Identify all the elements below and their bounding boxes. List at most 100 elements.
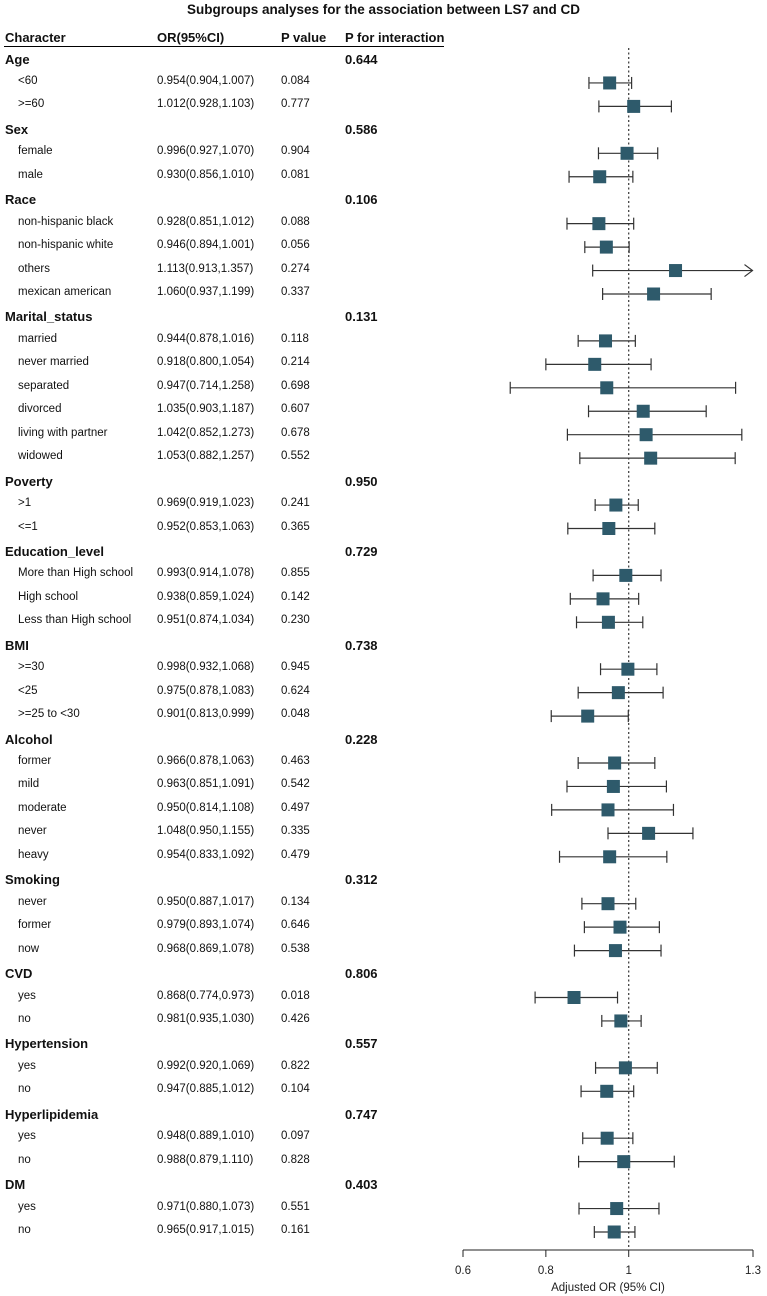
subgroup-p-value: 0.214 bbox=[281, 356, 310, 369]
ci-arrow bbox=[744, 264, 754, 278]
or-marker bbox=[581, 709, 595, 723]
subgroup-p-value: 0.081 bbox=[281, 168, 310, 181]
subgroup-or-ci: 0.971(0.880,1.073) bbox=[157, 1200, 255, 1213]
subgroup-label: High school bbox=[18, 590, 79, 603]
or-marker bbox=[603, 850, 617, 864]
subgroup-p-value: 0.552 bbox=[281, 450, 310, 463]
subgroup-label: divorced bbox=[18, 403, 62, 416]
group-p-interaction: 0.403 bbox=[345, 1177, 378, 1193]
subgroup-p-value: 0.904 bbox=[281, 145, 310, 158]
column-header-character: Character bbox=[5, 30, 66, 45]
subgroup-or-ci: 0.950(0.887,1.017) bbox=[157, 895, 255, 908]
subgroup-label: separated bbox=[18, 379, 70, 392]
subgroup-label: non-hispanic white bbox=[18, 239, 114, 252]
subgroup-p-value: 0.646 bbox=[281, 919, 310, 932]
x-tick-label: 1.3 bbox=[745, 1265, 761, 1277]
or-marker bbox=[669, 264, 683, 278]
or-marker bbox=[608, 756, 622, 770]
or-marker bbox=[642, 826, 656, 840]
group-p-interaction: 0.131 bbox=[345, 309, 378, 325]
or-marker bbox=[647, 287, 661, 301]
or-marker bbox=[601, 897, 615, 911]
chart-title: Subgroups analyses for the association b… bbox=[186, 2, 581, 17]
subgroup-p-value: 0.855 bbox=[281, 567, 310, 580]
subgroup-label: former bbox=[18, 755, 52, 767]
subgroup-p-value: 0.241 bbox=[281, 497, 310, 510]
subgroup-p-value: 0.426 bbox=[281, 1012, 310, 1025]
group-p-interaction: 0.644 bbox=[345, 51, 378, 67]
group-p-interaction: 0.950 bbox=[345, 473, 378, 489]
header-divider bbox=[4, 46, 444, 47]
subgroup-p-value: 0.048 bbox=[281, 708, 310, 721]
or-marker bbox=[627, 99, 641, 113]
subgroup-or-ci: 0.996(0.927,1.070) bbox=[157, 145, 255, 158]
group-p-interaction: 0.228 bbox=[345, 731, 378, 747]
subgroup-or-ci: 1.053(0.882,1.257) bbox=[157, 450, 255, 463]
subgroup-or-ci: 0.979(0.893,1.074) bbox=[157, 919, 255, 932]
group-label: BMI bbox=[5, 637, 29, 653]
subgroup-label: living with partner bbox=[18, 426, 108, 439]
subgroup-p-value: 0.624 bbox=[281, 684, 310, 697]
subgroup-or-ci: 0.965(0.917,1.015) bbox=[157, 1224, 255, 1236]
subgroup-label: no bbox=[18, 1224, 31, 1236]
subgroup-label: married bbox=[18, 332, 57, 345]
or-marker bbox=[639, 428, 653, 442]
subgroup-p-value: 0.777 bbox=[281, 98, 310, 111]
group-label: Race bbox=[5, 192, 37, 208]
or-marker bbox=[606, 779, 620, 793]
subgroup-label: Less than High school bbox=[18, 614, 132, 627]
group-label: Poverty bbox=[5, 473, 53, 489]
subgroup-p-value: 0.698 bbox=[281, 379, 310, 392]
subgroup-or-ci: 0.938(0.859,1.024) bbox=[157, 590, 255, 603]
or-marker bbox=[613, 920, 627, 934]
x-tick-label: 0.6 bbox=[455, 1265, 471, 1277]
subgroup-or-ci: 0.954(0.904,1.007) bbox=[157, 74, 255, 87]
group-label: Alcohol bbox=[5, 731, 53, 747]
subgroup-label: >=60 bbox=[18, 98, 45, 111]
group-p-interaction: 0.747 bbox=[345, 1106, 378, 1122]
or-marker bbox=[599, 240, 613, 254]
subgroup-or-ci: 0.981(0.935,1.030) bbox=[157, 1012, 255, 1025]
or-marker bbox=[601, 615, 615, 629]
subgroup-p-value: 0.607 bbox=[281, 403, 310, 416]
subgroup-or-ci: 0.928(0.851,1.012) bbox=[157, 215, 255, 228]
or-marker bbox=[599, 334, 613, 348]
subgroup-p-value: 0.497 bbox=[281, 801, 310, 814]
subgroup-or-ci: 1.012(0.928,1.103) bbox=[157, 98, 255, 111]
subgroup-p-value: 0.822 bbox=[281, 1059, 310, 1072]
subgroup-label: <25 bbox=[18, 684, 38, 697]
or-marker bbox=[609, 498, 623, 512]
subgroup-or-ci: 0.954(0.833,1.092) bbox=[157, 848, 255, 861]
subgroup-label: More than High school bbox=[18, 567, 134, 580]
subgroup-label: never married bbox=[18, 356, 89, 369]
subgroup-or-ci: 1.113(0.913,1.357) bbox=[157, 262, 254, 275]
group-p-interaction: 0.806 bbox=[345, 966, 378, 982]
subgroup-or-ci: 0.975(0.878,1.083) bbox=[157, 684, 255, 697]
or-marker bbox=[610, 1202, 624, 1216]
subgroup-label: <60 bbox=[18, 74, 38, 87]
subgroup-or-ci: 0.901(0.813,0.999) bbox=[157, 708, 255, 721]
subgroup-or-ci: 0.992(0.920,1.069) bbox=[157, 1059, 255, 1072]
subgroup-or-ci: 0.969(0.919,1.023) bbox=[157, 497, 255, 510]
group-label: Education_level bbox=[5, 543, 104, 559]
subgroup-p-value: 0.945 bbox=[281, 661, 310, 674]
subgroup-p-value: 0.230 bbox=[281, 614, 310, 627]
subgroup-p-value: 0.274 bbox=[281, 262, 310, 275]
group-p-interaction: 0.312 bbox=[345, 872, 378, 888]
or-marker bbox=[617, 1155, 631, 1169]
subgroup-label: >=25 to <30 bbox=[18, 708, 80, 721]
or-marker bbox=[636, 404, 650, 418]
or-marker bbox=[600, 1084, 614, 1098]
x-tick-label: 1 bbox=[626, 1265, 632, 1277]
group-p-interaction: 0.586 bbox=[345, 121, 378, 137]
or-marker bbox=[602, 522, 616, 535]
or-marker bbox=[614, 1014, 628, 1028]
subgroup-label: heavy bbox=[18, 848, 49, 861]
subgroup-or-ci: 0.963(0.851,1.091) bbox=[157, 778, 255, 791]
subgroup-p-value: 0.542 bbox=[281, 778, 310, 791]
subgroup-or-ci: 0.947(0.714,1.258) bbox=[157, 379, 255, 392]
group-label: Smoking bbox=[5, 872, 60, 888]
column-header-p-interaction: P for interaction bbox=[345, 30, 445, 45]
subgroup-label: moderate bbox=[18, 801, 67, 814]
